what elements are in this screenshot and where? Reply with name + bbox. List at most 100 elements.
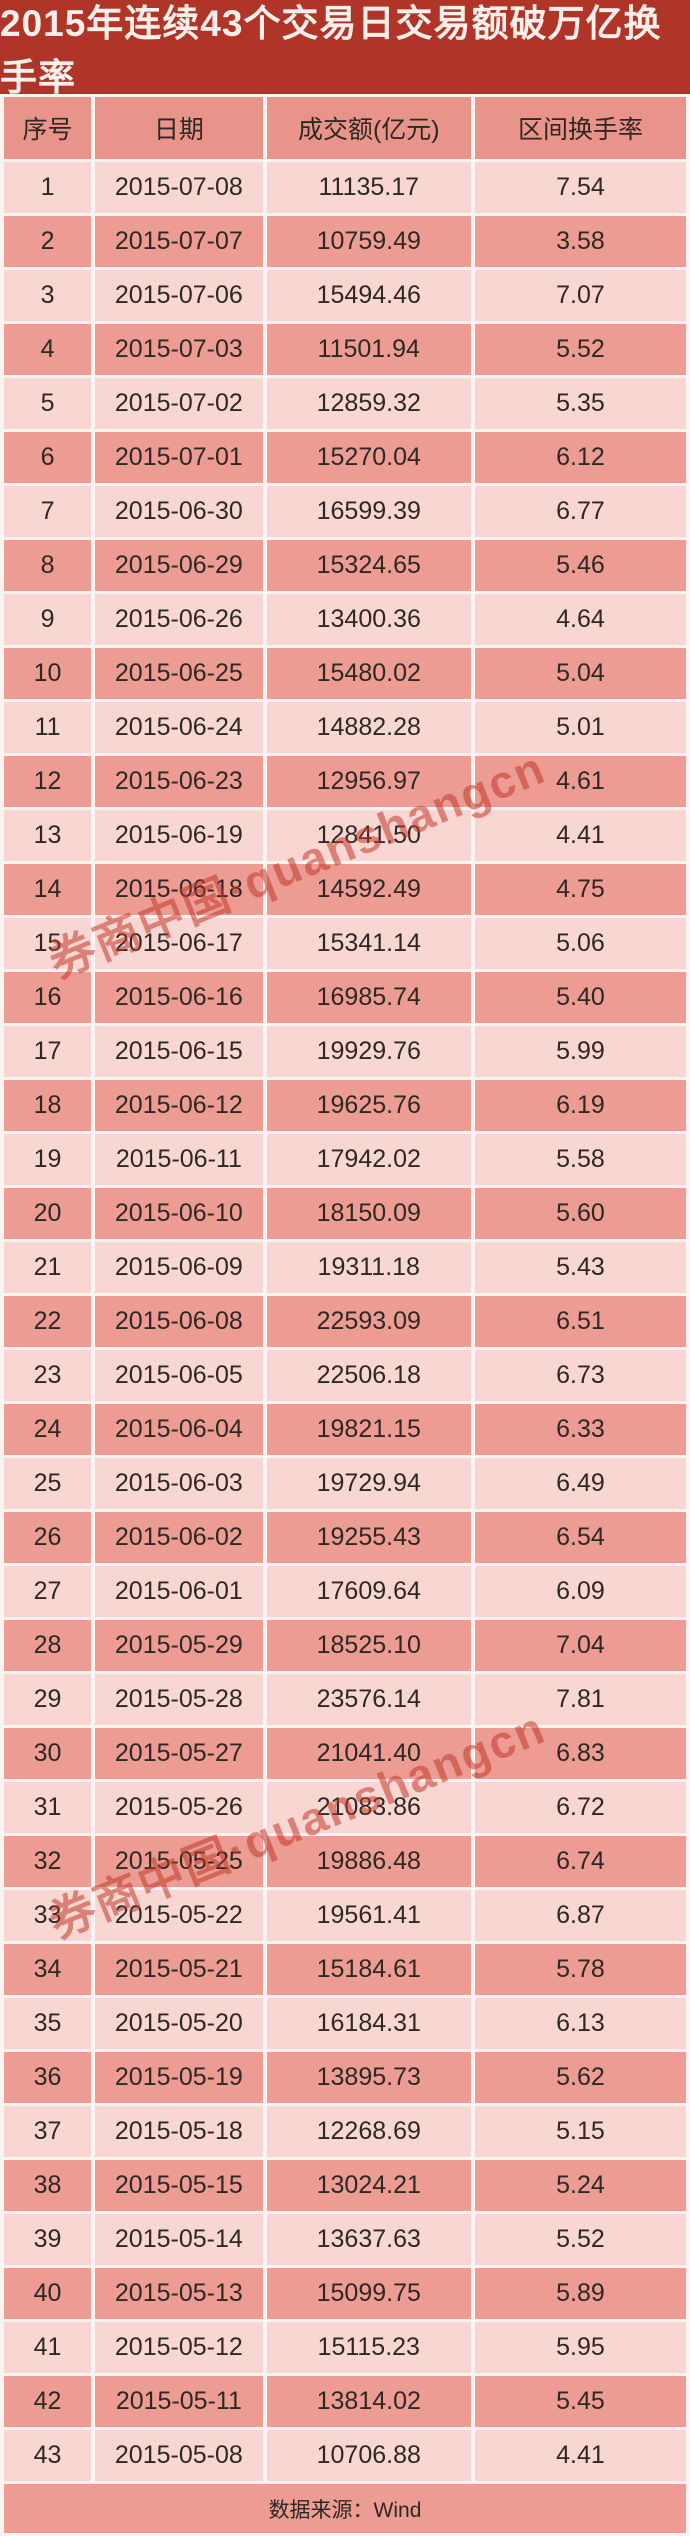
cell-turnover: 7.07 bbox=[474, 270, 686, 321]
cell-date: 2015-06-10 bbox=[95, 1188, 263, 1239]
cell-turnover: 5.01 bbox=[474, 702, 686, 753]
cell-seq: 1 bbox=[4, 162, 92, 213]
cell-date: 2015-06-04 bbox=[95, 1404, 263, 1455]
cell-seq: 16 bbox=[4, 972, 92, 1023]
col-header-turnover: 区间换手率 bbox=[474, 97, 686, 159]
table-row: 34 2015-05-21 15184.61 5.78 bbox=[4, 1944, 686, 1995]
table-row: 30 2015-05-27 21041.40 6.83 bbox=[4, 1728, 686, 1779]
cell-date: 2015-06-16 bbox=[95, 972, 263, 1023]
cell-date: 2015-06-15 bbox=[95, 1026, 263, 1077]
cell-seq: 27 bbox=[4, 1566, 92, 1617]
cell-volume: 13024.21 bbox=[266, 2160, 471, 2211]
cell-seq: 42 bbox=[4, 2376, 92, 2427]
cell-volume: 15324.65 bbox=[266, 540, 471, 591]
cell-turnover: 6.77 bbox=[474, 486, 686, 537]
cell-date: 2015-06-17 bbox=[95, 918, 263, 969]
cell-date: 2015-06-01 bbox=[95, 1566, 263, 1617]
cell-volume: 21041.40 bbox=[266, 1728, 471, 1779]
cell-volume: 14592.49 bbox=[266, 864, 471, 915]
cell-volume: 18525.10 bbox=[266, 1620, 471, 1671]
cell-seq: 20 bbox=[4, 1188, 92, 1239]
cell-date: 2015-05-20 bbox=[95, 1998, 263, 2049]
table-row: 2 2015-07-07 10759.49 3.58 bbox=[4, 216, 686, 267]
cell-date: 2015-05-26 bbox=[95, 1782, 263, 1833]
cell-turnover: 6.54 bbox=[474, 1512, 686, 1563]
cell-seq: 18 bbox=[4, 1080, 92, 1131]
cell-seq: 30 bbox=[4, 1728, 92, 1779]
table-row: 11 2015-06-24 14882.28 5.01 bbox=[4, 702, 686, 753]
cell-date: 2015-07-08 bbox=[95, 162, 263, 213]
cell-seq: 25 bbox=[4, 1458, 92, 1509]
cell-volume: 15480.02 bbox=[266, 648, 471, 699]
cell-date: 2015-05-27 bbox=[95, 1728, 263, 1779]
cell-seq: 7 bbox=[4, 486, 92, 537]
cell-date: 2015-05-18 bbox=[95, 2106, 263, 2157]
table-row: 31 2015-05-26 21083.86 6.72 bbox=[4, 1782, 686, 1833]
cell-seq: 39 bbox=[4, 2214, 92, 2265]
cell-seq: 10 bbox=[4, 648, 92, 699]
cell-turnover: 5.78 bbox=[474, 1944, 686, 1995]
cell-turnover: 6.13 bbox=[474, 1998, 686, 2049]
cell-date: 2015-05-21 bbox=[95, 1944, 263, 1995]
cell-turnover: 5.04 bbox=[474, 648, 686, 699]
cell-volume: 15184.61 bbox=[266, 1944, 471, 1995]
cell-turnover: 6.12 bbox=[474, 432, 686, 483]
trading-table: 序号 日期 成交额(亿元) 区间换手率 1 2015-07-08 11135.17 7… bbox=[0, 94, 690, 2536]
table-row: 14 2015-06-18 14592.49 4.75 bbox=[4, 864, 686, 915]
cell-date: 2015-05-29 bbox=[95, 1620, 263, 1671]
cell-turnover: 7.81 bbox=[474, 1674, 686, 1725]
cell-date: 2015-07-07 bbox=[95, 216, 263, 267]
table-row: 4 2015-07-03 11501.94 5.52 bbox=[4, 324, 686, 375]
cell-turnover: 5.35 bbox=[474, 378, 686, 429]
cell-volume: 16985.74 bbox=[266, 972, 471, 1023]
col-header-date: 日期 bbox=[95, 97, 263, 159]
cell-date: 2015-06-08 bbox=[95, 1296, 263, 1347]
cell-volume: 22593.09 bbox=[266, 1296, 471, 1347]
cell-turnover: 6.87 bbox=[474, 1890, 686, 1941]
cell-seq: 19 bbox=[4, 1134, 92, 1185]
cell-date: 2015-06-26 bbox=[95, 594, 263, 645]
table-row: 21 2015-06-09 19311.18 5.43 bbox=[4, 1242, 686, 1293]
table-row: 3 2015-07-06 15494.46 7.07 bbox=[4, 270, 686, 321]
cell-date: 2015-06-09 bbox=[95, 1242, 263, 1293]
table-row: 18 2015-06-12 19625.76 6.19 bbox=[4, 1080, 686, 1131]
cell-date: 2015-05-08 bbox=[95, 2430, 263, 2481]
cell-turnover: 5.45 bbox=[474, 2376, 686, 2427]
cell-volume: 22506.18 bbox=[266, 1350, 471, 1401]
cell-seq: 24 bbox=[4, 1404, 92, 1455]
cell-volume: 16184.31 bbox=[266, 1998, 471, 2049]
cell-volume: 11501.94 bbox=[266, 324, 471, 375]
cell-turnover: 7.04 bbox=[474, 1620, 686, 1671]
cell-date: 2015-05-12 bbox=[95, 2322, 263, 2373]
table-row: 25 2015-06-03 19729.94 6.49 bbox=[4, 1458, 686, 1509]
cell-turnover: 6.49 bbox=[474, 1458, 686, 1509]
cell-date: 2015-05-28 bbox=[95, 1674, 263, 1725]
page-title: 2015年连续43个交易日交易额破万亿换手率 bbox=[0, 3, 662, 98]
cell-turnover: 5.60 bbox=[474, 1188, 686, 1239]
cell-volume: 15115.23 bbox=[266, 2322, 471, 2373]
cell-turnover: 5.52 bbox=[474, 2214, 686, 2265]
cell-volume: 23576.14 bbox=[266, 1674, 471, 1725]
cell-turnover: 4.61 bbox=[474, 756, 686, 807]
cell-volume: 15270.04 bbox=[266, 432, 471, 483]
cell-volume: 12841.50 bbox=[266, 810, 471, 861]
cell-turnover: 3.58 bbox=[474, 216, 686, 267]
cell-seq: 5 bbox=[4, 378, 92, 429]
cell-turnover: 7.54 bbox=[474, 162, 686, 213]
table-row: 5 2015-07-02 12859.32 5.35 bbox=[4, 378, 686, 429]
header-row: 序号 日期 成交额(亿元) 区间换手率 bbox=[4, 97, 686, 159]
table-row: 40 2015-05-13 15099.75 5.89 bbox=[4, 2268, 686, 2319]
cell-seq: 40 bbox=[4, 2268, 92, 2319]
cell-seq: 43 bbox=[4, 2430, 92, 2481]
cell-volume: 18150.09 bbox=[266, 1188, 471, 1239]
cell-date: 2015-06-03 bbox=[95, 1458, 263, 1509]
cell-turnover: 5.58 bbox=[474, 1134, 686, 1185]
col-header-volume: 成交额(亿元) bbox=[266, 97, 471, 159]
cell-date: 2015-06-29 bbox=[95, 540, 263, 591]
cell-turnover: 5.89 bbox=[474, 2268, 686, 2319]
table-row: 8 2015-06-29 15324.65 5.46 bbox=[4, 540, 686, 591]
cell-date: 2015-06-02 bbox=[95, 1512, 263, 1563]
cell-volume: 19886.48 bbox=[266, 1836, 471, 1887]
cell-seq: 29 bbox=[4, 1674, 92, 1725]
table-row: 42 2015-05-11 13814.02 5.45 bbox=[4, 2376, 686, 2427]
